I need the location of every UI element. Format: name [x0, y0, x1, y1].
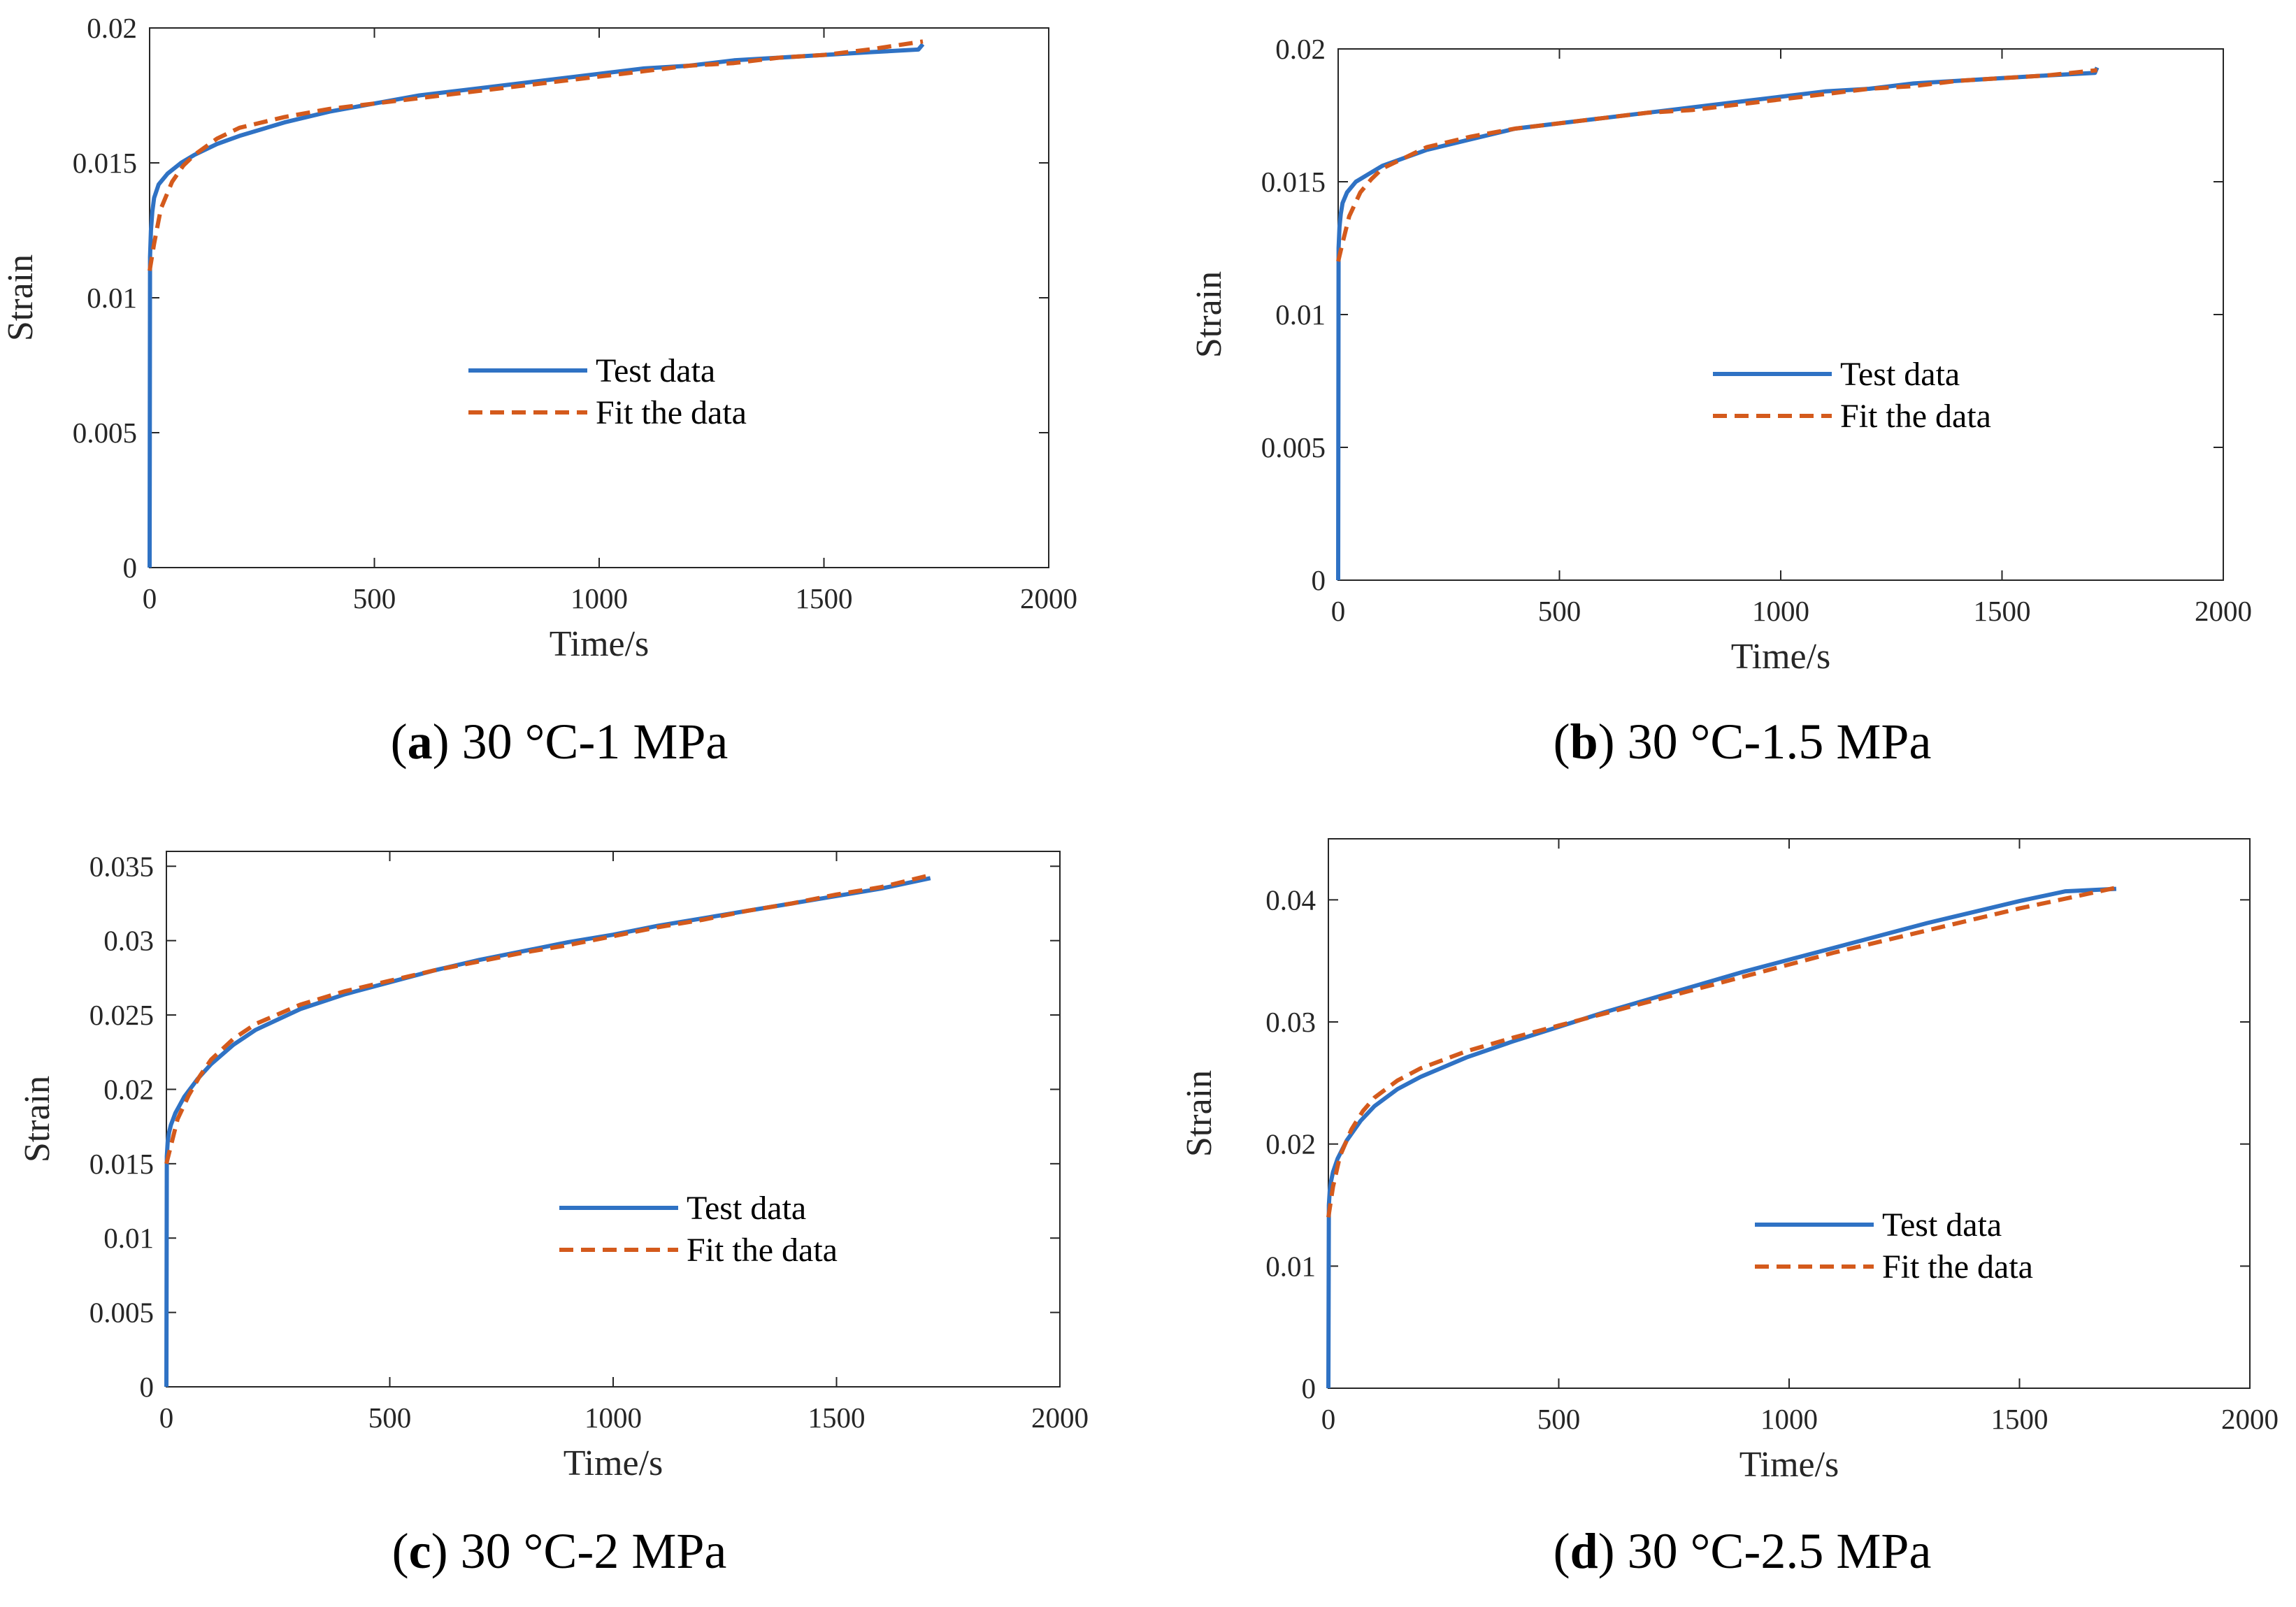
y-tick-label: 0.03	[1265, 1006, 1316, 1038]
fit-data-line	[148, 39, 924, 271]
test-data-line	[1336, 66, 2100, 581]
x-tick-label: 500	[368, 1401, 412, 1434]
caption-letter: b	[1570, 714, 1598, 770]
chart-panel-c: 0 500 1000 1500 2000 0 0.005 0.01 0.015 0.02 0.025…	[17, 850, 1089, 1483]
plot-frame	[1337, 48, 2224, 581]
x-axis-title: Time/s	[1731, 637, 1831, 677]
y-tick-label: 0	[1302, 1372, 1316, 1404]
y-tick-label: 0.02	[87, 12, 137, 44]
caption-letter: c	[408, 1523, 431, 1579]
caption-text: 30 °C-1 MPa	[449, 714, 729, 770]
x-tick-label: 2000	[2195, 595, 2252, 627]
y-tick-label: 0.01	[87, 282, 137, 314]
x-tick-label: 500	[1537, 1403, 1581, 1435]
legend-test-label: Test data	[1840, 356, 1960, 393]
plot-frame	[1328, 838, 2251, 1389]
chart-panel-d: 0 500 1000 1500 2000 0 0.01 0.02 0.03 0.04 Time/s S…	[1179, 838, 2279, 1485]
y-tick-label: 0.03	[103, 925, 154, 957]
x-tick-label: 2000	[2221, 1403, 2279, 1435]
y-tick-label: 0	[1312, 564, 1326, 596]
x-tick-label: 1000	[571, 582, 628, 614]
caption-c: (c) 30 °C-2 MPa	[392, 1523, 727, 1579]
x-tick-label: 1500	[1974, 595, 2031, 627]
x-axis-title: Time/s	[1739, 1445, 1839, 1485]
x-tick-label: 1000	[584, 1401, 642, 1434]
x-tick-label: 2000	[1031, 1401, 1089, 1434]
legend-test-label: Test data	[596, 352, 715, 389]
y-tick-label: 0.02	[1265, 1128, 1316, 1160]
x-tick-label: 500	[353, 582, 396, 614]
y-tick-label: 0.01	[1275, 298, 1326, 331]
legend-fit-label: Fit the data	[1882, 1248, 2033, 1285]
x-tick-label: 1000	[1760, 1403, 1818, 1435]
y-tick-label: 0.035	[89, 850, 154, 882]
caption-b: (b) 30 °C-1.5 MPa	[1553, 714, 1932, 770]
chart-panel-b: 0 500 1000 1500 2000 0 0.005 0.01 0.015 0.02 Time/…	[1189, 33, 2252, 677]
legend-test-label: Test data	[687, 1190, 806, 1227]
x-tick-label: 0	[1321, 1403, 1336, 1435]
caption-a: (a) 30 °C-1 MPa	[390, 714, 729, 770]
caption-text: 30 °C-2 MPa	[447, 1523, 727, 1579]
x-tick-label: 1500	[796, 582, 853, 614]
x-tick-label: 1500	[808, 1401, 866, 1434]
x-axis-title: Time/s	[564, 1443, 663, 1483]
x-tick-label: 0	[159, 1401, 174, 1434]
y-axis-title: Strain	[1189, 271, 1229, 358]
caption-text: 30 °C-1.5 MPa	[1614, 714, 1932, 770]
plot-frame	[149, 27, 1049, 568]
y-tick-label: 0.02	[1275, 33, 1326, 65]
y-axis-title: Strain	[17, 1076, 57, 1162]
y-tick-label: 0.005	[73, 417, 137, 449]
y-axis-title: Strain	[1, 254, 41, 341]
y-tick-label: 0.015	[73, 147, 137, 179]
y-tick-label: 0.04	[1265, 884, 1316, 916]
y-tick-label: 0.005	[89, 1297, 154, 1329]
x-tick-label: 1500	[1991, 1403, 2049, 1435]
y-axis-title: Strain	[1179, 1070, 1219, 1157]
fit-data-line	[1326, 885, 2117, 1218]
caption-letter: d	[1570, 1523, 1598, 1579]
test-data-line	[148, 43, 925, 568]
test-data-line	[1326, 886, 2117, 1389]
caption-d: (d) 30 °C-2.5 MPa	[1553, 1523, 1932, 1579]
fit-data-line	[1336, 68, 2097, 262]
x-tick-label: 0	[143, 582, 157, 614]
legend-test-label: Test data	[1882, 1206, 2002, 1244]
y-tick-label: 0.025	[89, 999, 154, 1031]
y-tick-label: 0.005	[1261, 431, 1326, 463]
y-tick-label: 0.015	[1261, 166, 1326, 198]
x-tick-label: 0	[1331, 595, 1346, 627]
fit-data-line	[164, 873, 931, 1165]
test-data-line	[164, 876, 931, 1388]
y-tick-label: 0	[140, 1371, 155, 1403]
legend-fit-label: Fit the data	[687, 1232, 838, 1269]
y-tick-label: 0.02	[103, 1073, 154, 1105]
plot-frame	[166, 851, 1061, 1388]
x-tick-label: 1000	[1752, 595, 1809, 627]
legend-fit-label: Fit the data	[596, 394, 747, 431]
y-tick-label: 0.01	[1265, 1250, 1316, 1282]
caption-text: 30 °C-2.5 MPa	[1614, 1523, 1932, 1579]
caption-letter: a	[407, 714, 433, 770]
x-tick-label: 2000	[1020, 582, 1077, 614]
x-axis-title: Time/s	[550, 624, 650, 664]
y-tick-label: 0.01	[103, 1222, 154, 1254]
chart-panel-a: 0 500 1000 1500 2000 0 0.005 0.01 0.015 0.02 Time/…	[1, 12, 1077, 664]
x-tick-label: 500	[1538, 595, 1581, 627]
y-tick-label: 0	[123, 552, 138, 584]
legend-fit-label: Fit the data	[1840, 398, 1991, 435]
y-tick-label: 0.015	[89, 1148, 154, 1180]
